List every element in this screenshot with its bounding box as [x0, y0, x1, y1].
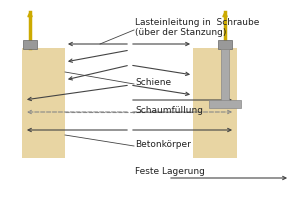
Bar — [23, 40, 37, 49]
Text: Betonkörper: Betonkörper — [135, 140, 191, 149]
Bar — [221, 49, 229, 104]
Text: Lasteinleitung in  Schraube
(über der Stanzung): Lasteinleitung in Schraube (über der Sta… — [135, 18, 260, 37]
Bar — [22, 48, 65, 158]
Bar — [193, 48, 237, 158]
Text: Schaumfüllung: Schaumfüllung — [135, 106, 203, 115]
Text: Schiene: Schiene — [135, 78, 171, 87]
Text: Feste Lagerung: Feste Lagerung — [135, 167, 205, 176]
Bar — [209, 100, 241, 108]
Bar — [218, 40, 232, 49]
